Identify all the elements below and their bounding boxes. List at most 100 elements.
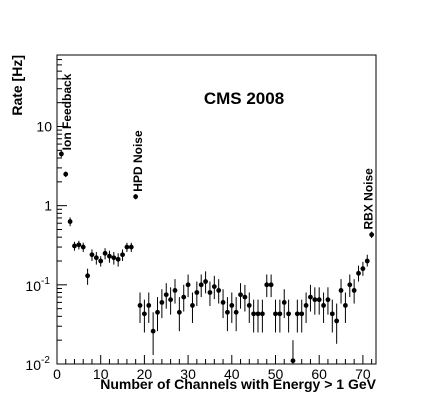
data-point [277, 311, 283, 317]
y-tick-label: 10 -2 [25, 355, 50, 373]
data-point [185, 282, 191, 288]
data-point [150, 328, 156, 334]
data-point [155, 309, 160, 315]
annotation-label: RBX Noise [362, 168, 376, 230]
data-point [312, 297, 318, 303]
data-point [369, 232, 375, 238]
x-tick-label: 30 [180, 366, 196, 382]
y-tick-label: 10 [36, 118, 52, 134]
data-point [98, 258, 104, 264]
data-point [294, 311, 300, 317]
data-point [146, 302, 152, 308]
data-point [181, 294, 187, 300]
data-point [89, 252, 95, 258]
data-point [137, 302, 143, 308]
data-point [141, 311, 147, 317]
data-point [115, 256, 121, 262]
annotations: Ion Feedback HPD Noise RBX Noise [60, 73, 376, 229]
data-point [360, 266, 366, 272]
data-point [264, 282, 270, 288]
y-tick-exponent: -2 [41, 355, 50, 366]
data-point [203, 279, 208, 284]
data-point [198, 282, 204, 288]
x-tick-label: 60 [311, 366, 327, 382]
data-point [225, 309, 230, 315]
data-point [216, 288, 222, 293]
data-point [76, 242, 82, 248]
data-point [316, 297, 322, 303]
data-point [325, 297, 331, 303]
data-point [67, 219, 73, 224]
data-point [281, 299, 287, 305]
data-point [176, 309, 182, 315]
data-point [163, 292, 169, 298]
data-point [351, 288, 357, 293]
data-point [356, 270, 361, 276]
x-tick-label: 20 [137, 366, 153, 382]
annotation-label: HPD Noise [131, 130, 145, 192]
data-point [238, 292, 243, 298]
y-tick-exponent: -1 [41, 276, 50, 287]
data-point [299, 311, 305, 317]
data-point [133, 194, 139, 200]
data-point [124, 244, 130, 250]
data-point [190, 302, 195, 308]
data-point [207, 290, 213, 295]
data-point [72, 243, 77, 249]
data-point [246, 302, 252, 308]
data-point [80, 244, 86, 250]
data-point [85, 273, 90, 279]
data-point [128, 244, 134, 250]
data-point [303, 302, 309, 308]
x-axis: 0 10 20 30 40 50 60 70 [53, 355, 373, 382]
data-point [242, 294, 248, 300]
data-point [168, 297, 174, 303]
x-tick-label: 0 [53, 366, 61, 382]
data-point [334, 318, 340, 324]
y-tick-base: 10 [25, 357, 41, 373]
y-tick-label: 10 -1 [25, 276, 50, 294]
y-axis-label: Rate [Hz] [9, 55, 25, 116]
data-point [347, 282, 353, 288]
data-point [233, 309, 239, 315]
data-point [255, 311, 261, 317]
y-tick-label: 1 [44, 198, 52, 214]
data-point [220, 299, 226, 305]
data-point [102, 250, 108, 256]
x-tick-label: 10 [93, 366, 109, 382]
data-point [364, 258, 370, 264]
data-point [211, 284, 217, 289]
data-point [338, 288, 344, 293]
x-tick-label: 70 [355, 366, 371, 382]
data-point [273, 311, 278, 317]
data-point [229, 302, 235, 308]
data-point [159, 299, 165, 305]
x-axis-label: Number of Channels with Energy > 1 GeV [100, 376, 376, 392]
data-point [343, 302, 348, 308]
data-point [251, 311, 257, 317]
data-point [111, 255, 117, 261]
x-tick-label: 40 [224, 366, 240, 382]
data-point [107, 253, 112, 259]
data-point [259, 311, 265, 317]
data-point [321, 302, 326, 308]
data-point [194, 290, 200, 295]
data-point [308, 294, 313, 300]
data-point [286, 311, 292, 317]
data-point [63, 171, 69, 177]
x-tick-label: 50 [268, 366, 284, 382]
data-point [93, 255, 99, 261]
data-point [58, 151, 64, 157]
data-point [290, 358, 296, 364]
y-tick-base: 1 [44, 198, 52, 214]
y-tick-base: 10 [25, 278, 41, 294]
y-tick-base: 10 [36, 118, 52, 134]
data-point [268, 282, 274, 288]
chart-title: CMS 2008 [204, 89, 284, 108]
data-point [329, 311, 335, 317]
data-series [58, 151, 375, 364]
data-point [172, 288, 178, 293]
annotation-label: Ion Feedback [60, 73, 74, 150]
